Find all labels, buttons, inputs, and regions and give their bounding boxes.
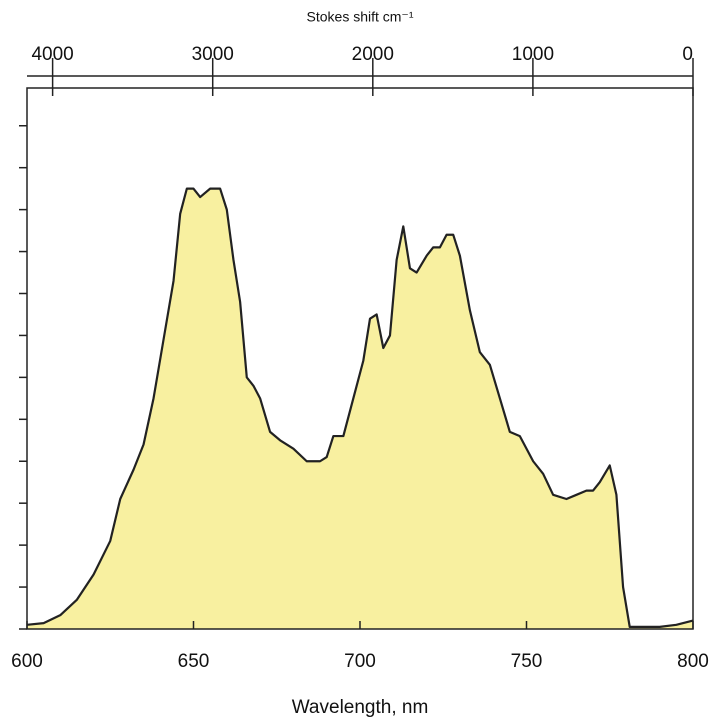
x-tick-label: 700 bbox=[344, 651, 376, 672]
x2-tick-label: 4000 bbox=[31, 44, 73, 65]
x-tick-label: 750 bbox=[511, 651, 543, 672]
x-tick-label: 600 bbox=[11, 651, 43, 672]
x2-tick-label: 2000 bbox=[352, 44, 394, 65]
area-fill bbox=[27, 188, 693, 629]
area-line bbox=[26, 187, 694, 629]
x-tick-label: 650 bbox=[178, 651, 210, 672]
x-axis-title: Wavelength, nm bbox=[292, 697, 429, 718]
x2-axis-title: Stokes shift cm⁻¹ bbox=[307, 9, 414, 25]
x-tick-label: 800 bbox=[677, 651, 709, 672]
x2-tick-label: 0 bbox=[682, 44, 693, 65]
x2-tick-label: 1000 bbox=[512, 44, 554, 65]
x2-tick-label: 3000 bbox=[192, 44, 234, 65]
